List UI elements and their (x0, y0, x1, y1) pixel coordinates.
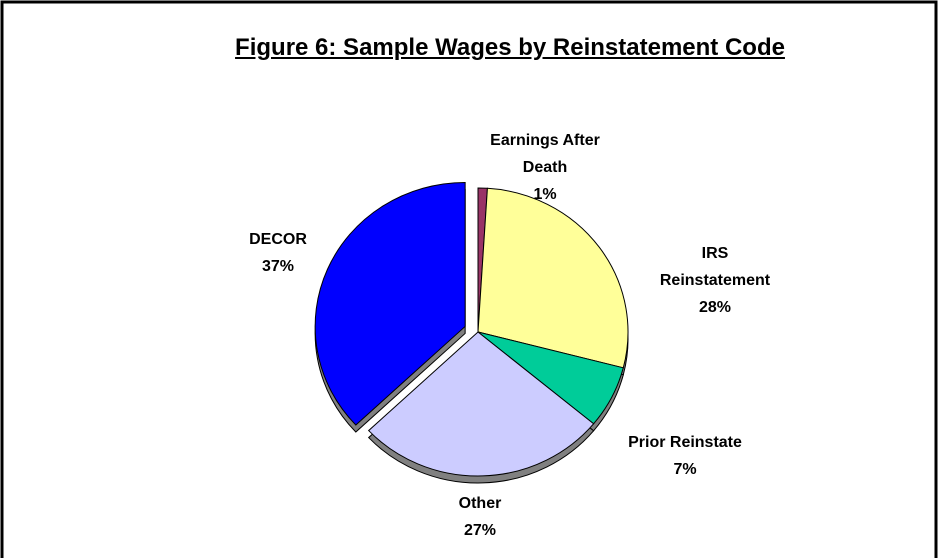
chart-title: Figure 6: Sample Wages by Reinstatement … (235, 34, 785, 61)
slice-category: Other (458, 495, 502, 512)
pie-slice (314, 181, 466, 426)
slice-category: IRS Reinstatement (659, 245, 771, 289)
slice-category: DECOR (249, 231, 307, 248)
slice-label: IRS Reinstatement 28% (640, 240, 790, 321)
pie-slice (477, 187, 629, 369)
slice-label: DECOR 37% (203, 226, 353, 280)
slice-value-label: 7% (673, 461, 697, 478)
slice-category: Prior Reinstate (628, 434, 742, 451)
slice-value-label: 27% (463, 522, 497, 539)
slice-label: Prior Reinstate 7% (610, 429, 760, 483)
slice-label: Earnings After Death 1% (475, 127, 615, 208)
slice-category: Earnings After Death (490, 132, 600, 176)
pie-slice (367, 331, 595, 477)
slice-value-label: 28% (698, 299, 732, 316)
slice-value-label: 37% (261, 258, 295, 275)
slice-value-label: 1% (533, 186, 557, 203)
slice-label: Other 27% (405, 490, 555, 544)
